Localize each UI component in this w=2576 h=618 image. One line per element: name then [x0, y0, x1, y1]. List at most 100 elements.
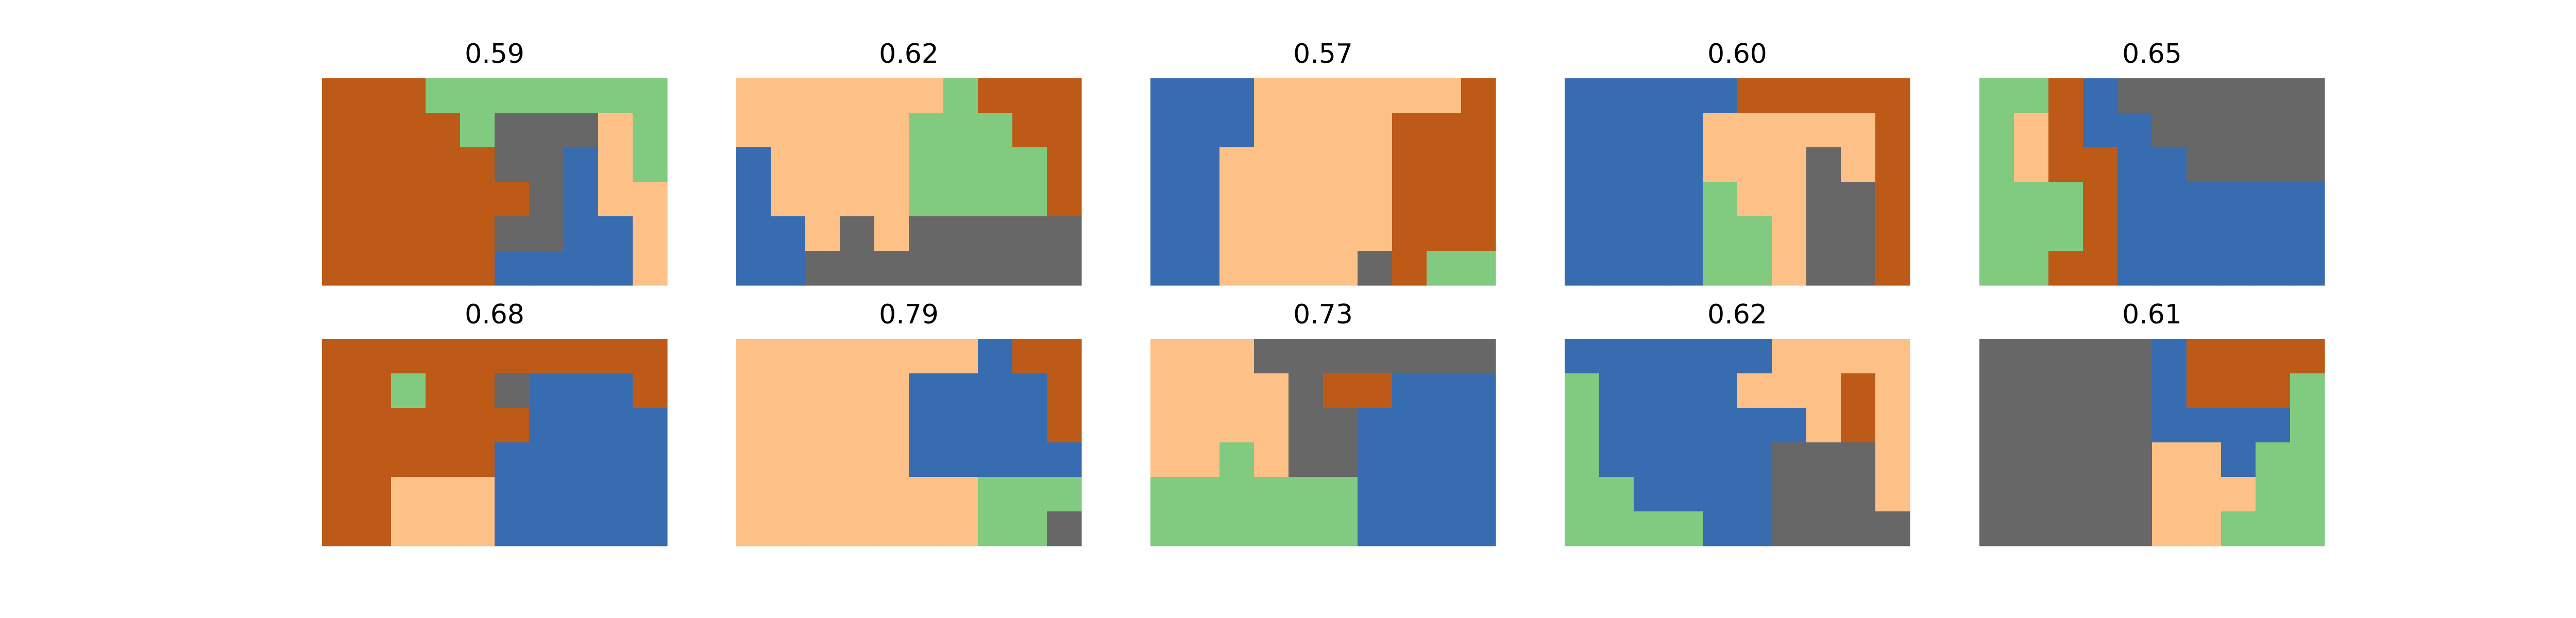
heatmap-cell [771, 408, 806, 443]
heatmap-cell [460, 408, 495, 443]
heatmap-cell [1461, 477, 1496, 512]
heatmap-cell [2187, 339, 2222, 374]
heatmap-cell [1254, 147, 1289, 182]
heatmap-cell [1358, 251, 1393, 286]
heatmap-cell [1185, 477, 1220, 512]
heatmap-cell [1185, 182, 1220, 217]
heatmap-cell [1219, 182, 1255, 217]
heatmap-cell [1668, 182, 1703, 217]
heatmap-cell [598, 339, 633, 374]
heatmap-cell [1461, 339, 1496, 374]
heatmap-cell [874, 373, 909, 408]
heatmap-cell [2014, 147, 2049, 182]
heatmap-panel-10: 0.61 [1979, 299, 2325, 546]
heatmap-cell [495, 442, 530, 477]
heatmap-cell [357, 182, 392, 217]
heatmap-cell [2083, 339, 2118, 374]
heatmap-cell [2048, 339, 2083, 374]
heatmap-cell [1427, 147, 1462, 182]
heatmap-cell [1461, 442, 1496, 477]
heatmap-cell [1806, 339, 1841, 374]
heatmap-cell [2048, 373, 2083, 408]
heatmap-cell [1565, 251, 1600, 286]
heatmap-cell [2290, 182, 2325, 217]
heatmap-cell [1634, 511, 1669, 546]
heatmap-cell [1358, 442, 1393, 477]
heatmap-cell [1427, 216, 1462, 251]
heatmap-cell [1392, 339, 1427, 374]
heatmap-cell [529, 511, 564, 546]
heatmap-cell [1358, 511, 1393, 546]
heatmap-cell [2221, 339, 2256, 374]
heatmap-cell [426, 339, 461, 374]
heatmap-cell [1841, 477, 1876, 512]
panel-title: 0.62 [1707, 299, 1767, 330]
heatmap-cell [1289, 477, 1324, 512]
heatmap-cell [2014, 251, 2049, 286]
heatmap-cell [1392, 408, 1427, 443]
heatmap-cell [1392, 442, 1427, 477]
heatmap-cell [1254, 477, 1289, 512]
panel-title: 0.57 [1293, 39, 1353, 70]
heatmap-cell [598, 113, 633, 148]
heatmap-cell [1427, 78, 1462, 113]
heatmap-cell [426, 113, 461, 148]
heatmap-cell [322, 182, 357, 217]
heatmap-cell [460, 113, 495, 148]
heatmap-cell [1323, 182, 1358, 217]
heatmap-cell [736, 216, 771, 251]
heatmap-cell [943, 182, 978, 217]
heatmap-cell [2014, 511, 2049, 546]
heatmap-cell [1392, 113, 1427, 148]
heatmap-cell [1150, 373, 1185, 408]
heatmap-cell [564, 78, 599, 113]
heatmap-cell [943, 113, 978, 148]
heatmap-cell [2290, 511, 2325, 546]
heatmap-cell [529, 147, 564, 182]
heatmap-cell [1806, 511, 1841, 546]
heatmap-cell [2117, 216, 2153, 251]
heatmap-cell [2187, 408, 2222, 443]
heatmap-cell [426, 78, 461, 113]
heatmap-cell [1150, 251, 1185, 286]
heatmap-cell [2117, 477, 2153, 512]
heatmap-cell [2083, 147, 2118, 182]
heatmap-cell [771, 339, 806, 374]
heatmap-cell [978, 147, 1013, 182]
heatmap-cell [1150, 477, 1185, 512]
heatmap-cell [771, 373, 806, 408]
heatmap-cell [978, 113, 1013, 148]
heatmap-cell [1841, 251, 1876, 286]
heatmap-cell [1012, 373, 1047, 408]
heatmap-cell [1599, 216, 1634, 251]
heatmap-cell [633, 408, 668, 443]
heatmap-cell [2048, 408, 2083, 443]
heatmap-cell [874, 442, 909, 477]
heatmap-cell [2083, 182, 2118, 217]
heatmap-cell [1185, 78, 1220, 113]
heatmap-cell [2117, 113, 2153, 148]
heatmap-cell [598, 147, 633, 182]
heatmap-cell [1668, 373, 1703, 408]
heatmap-cell [2083, 373, 2118, 408]
heatmap-cell [1427, 373, 1462, 408]
heatmap-cell [1254, 251, 1289, 286]
heatmap-cell [322, 216, 357, 251]
heatmap-cell [1358, 113, 1393, 148]
heatmap-cell [1461, 373, 1496, 408]
heatmap-cell [1979, 442, 2014, 477]
heatmap-cell [2221, 182, 2256, 217]
heatmap-cell [2256, 251, 2291, 286]
heatmap-cell [529, 477, 564, 512]
heatmap-cell [1219, 477, 1255, 512]
heatmap-cell [736, 477, 771, 512]
heatmap-cell [391, 251, 426, 286]
heatmap-cell [1634, 113, 1669, 148]
heatmap-cell [1219, 113, 1255, 148]
heatmap-cell [2290, 408, 2325, 443]
heatmap-cell [1599, 511, 1634, 546]
panel-title: 0.68 [465, 299, 524, 330]
heatmap-cell [2290, 251, 2325, 286]
heatmap-cell [2221, 216, 2256, 251]
